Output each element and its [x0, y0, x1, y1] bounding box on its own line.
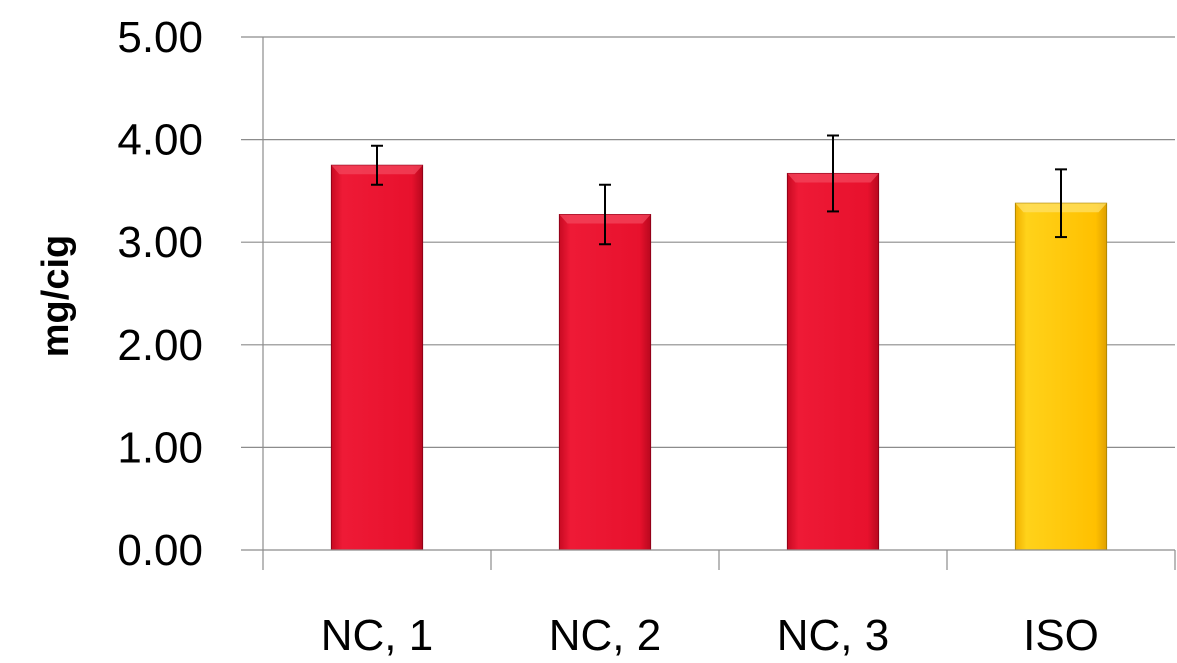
- error-bars: [371, 134, 1067, 246]
- bar: [1014, 202, 1108, 551]
- axes: [241, 36, 1176, 570]
- y-tick-label: 2.00: [117, 321, 203, 370]
- x-tick-label: NC, 1: [321, 611, 433, 660]
- bar: [786, 172, 880, 551]
- y-axis-title: mg/cig: [35, 235, 77, 357]
- bars: [330, 164, 1108, 551]
- y-tick-label: 0.00: [117, 526, 203, 575]
- y-tick-label: 5.00: [117, 13, 203, 62]
- x-tick-label: NC, 2: [549, 611, 661, 660]
- y-tick-label: 1.00: [117, 423, 203, 472]
- x-tick-label: ISO: [1023, 611, 1099, 660]
- y-tick-label: 3.00: [117, 218, 203, 267]
- bar: [330, 164, 424, 551]
- x-tick-label: NC, 3: [777, 611, 889, 660]
- labels: 0.00 1.00 2.00 3.00 4.00 5.00 NC, 1 NC, 2 NC, 3 I…: [117, 13, 1099, 660]
- y-tick-label: 4.00: [117, 116, 203, 165]
- bar: [558, 213, 652, 551]
